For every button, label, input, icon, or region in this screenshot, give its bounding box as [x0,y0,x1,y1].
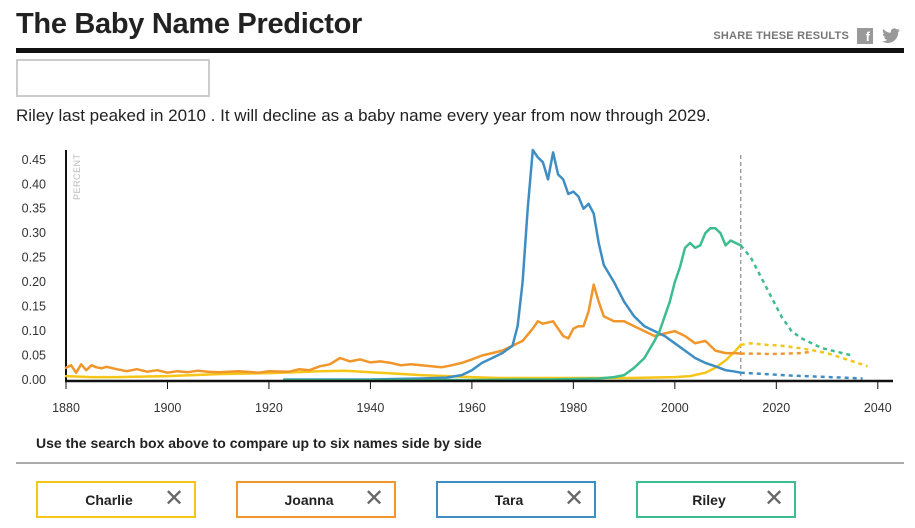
series-projection-charlie [740,342,868,368]
close-icon[interactable]: ✕ [364,485,385,512]
series-line-joanna [64,283,743,374]
y-tick-label: 0.35 [22,202,46,216]
summary-text: Riley last peaked in 2010 . It will decl… [16,106,711,125]
y-tick-label: 0.10 [22,324,46,338]
y-tick-label: 0.45 [22,153,46,167]
y-tick-label: 0.30 [22,226,46,240]
share-label: SHARE THESE RESULTS [713,30,849,42]
x-tick-label: 2000 [661,401,689,415]
y-tick-label: 0.15 [22,300,46,314]
y-tick-label: 0.40 [22,177,46,191]
compare-instructions: Use the search box above to compare up t… [36,435,482,451]
series-line-tara [282,148,743,381]
name-chip-riley[interactable]: Riley ✕ [636,481,796,518]
share-bar: SHARE THESE RESULTS f [713,28,901,44]
page-title: The Baby Name Predictor [16,8,363,40]
x-tick-label: 1940 [357,401,385,415]
chip-label: Tara [494,491,524,508]
x-tick-label: 1880 [52,401,80,415]
twitter-icon[interactable] [881,28,901,44]
chip-label: Riley [692,491,726,508]
y-axis-title: PERCENT [72,153,82,200]
x-tick-label: 1920 [255,401,283,415]
name-chip-charlie[interactable]: Charlie ✕ [36,481,196,518]
close-icon[interactable]: ✕ [564,485,585,512]
series-line-charlie [64,343,743,380]
x-tick-label: 1980 [559,401,587,415]
series-projection-riley [739,244,853,357]
facebook-icon[interactable]: f [857,28,873,44]
x-tick-label: 2020 [762,401,790,415]
close-icon[interactable]: ✕ [164,485,185,512]
series-projection-tara [740,371,863,380]
y-tick-label: 0.05 [22,349,46,363]
name-chip-tara[interactable]: Tara ✕ [436,481,596,518]
y-tick-label: 0.20 [22,275,46,289]
series-line-riley [282,227,743,382]
x-tick-label: 1960 [458,401,486,415]
x-tick-label: 1900 [154,401,182,415]
title-rule [16,48,904,53]
bottom-rule [16,462,904,464]
name-chip-joanna[interactable]: Joanna ✕ [236,481,396,518]
series-projection-joanna [740,350,812,356]
x-tick-label: 2040 [864,401,892,415]
close-icon[interactable]: ✕ [764,485,785,512]
y-tick-label: 0.00 [22,373,46,387]
chip-label: Charlie [85,491,133,508]
y-tick-label: 0.25 [22,251,46,265]
search-input[interactable] [16,59,210,97]
chip-label: Joanna [284,491,334,508]
line-chart: 0.00 0.05 0.10 0.15 0.20 0.25 0.30 0.35 0.40 0.45… [22,148,893,415]
